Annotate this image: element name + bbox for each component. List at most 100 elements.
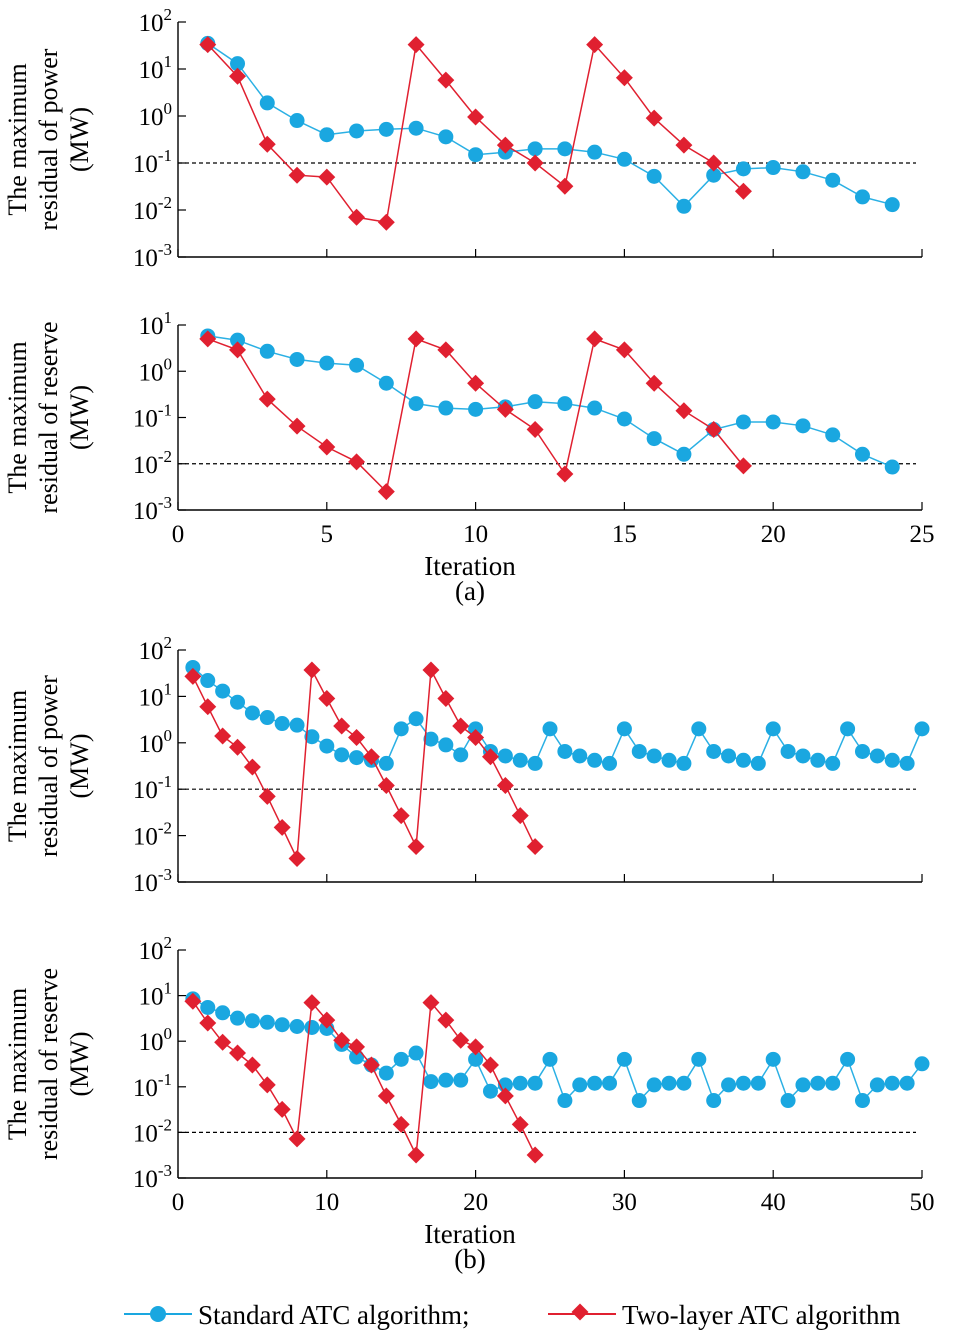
data-point-standard — [795, 1077, 811, 1093]
data-point-standard — [616, 151, 632, 167]
data-point-two-layer — [407, 838, 425, 856]
data-point-standard — [438, 1072, 454, 1088]
x-tick-label: 30 — [612, 1189, 637, 1216]
data-point-standard — [869, 1077, 885, 1093]
data-point-standard — [840, 721, 856, 737]
data-point-standard — [706, 1093, 722, 1109]
y-tick-label: 10-3 — [133, 1161, 172, 1193]
legend-two-marker — [571, 1303, 589, 1321]
data-point-standard — [542, 1051, 558, 1067]
data-point-two-layer — [407, 1146, 425, 1164]
x-tick-label: 10 — [314, 1189, 339, 1216]
series-line-standard — [192, 666, 923, 765]
data-point-two-layer — [362, 1056, 380, 1074]
data-point-standard — [512, 1075, 528, 1091]
y-tick-label: 10-2 — [133, 819, 172, 851]
data-point-standard — [884, 197, 900, 213]
data-point-two-layer — [734, 457, 752, 475]
data-point-standard — [616, 721, 632, 737]
data-point-two-layer — [496, 1087, 514, 1105]
y-tick-label: 101 — [139, 52, 173, 84]
data-point-standard — [616, 1051, 632, 1067]
data-point-standard — [512, 752, 528, 768]
x-tick-label: 0 — [172, 1189, 185, 1216]
data-point-standard — [304, 1019, 320, 1035]
data-point-two-layer — [243, 758, 261, 776]
data-point-standard — [572, 748, 588, 764]
data-point-standard — [587, 144, 603, 160]
data-point-standard — [587, 400, 603, 416]
data-point-standard — [721, 1077, 737, 1093]
data-point-two-layer — [705, 421, 723, 438]
data-point-standard — [423, 1074, 439, 1090]
data-point-two-layer — [467, 374, 485, 392]
data-point-standard — [527, 1075, 543, 1091]
data-point-standard — [542, 721, 558, 737]
data-point-standard — [349, 357, 365, 373]
data-point-standard — [780, 743, 796, 759]
data-point-standard — [572, 1077, 588, 1093]
data-point-standard — [468, 1051, 484, 1067]
chart-panel-2: 10-3 10-2 10-1 100 101 0 5 10 15 20 25 The maximum r… — [3, 308, 935, 606]
chart-panel-3: 10-3 10-2 10-1 100 101 102 The maximum residual… — [3, 633, 930, 897]
legend-two-label: Two-layer ATC algorithm — [622, 1300, 901, 1330]
data-point-two-layer — [303, 994, 321, 1012]
y-axis-label: The maximum — [3, 690, 32, 842]
y-axis-label: residual of power — [34, 48, 63, 230]
y-axis-label: (MW) — [65, 1032, 94, 1097]
y-axis-label: The maximum — [3, 988, 32, 1140]
data-point-standard — [557, 141, 573, 157]
data-point-two-layer — [184, 992, 202, 1010]
y-axis-label: residual of reserve — [34, 968, 63, 1160]
data-point-two-layer — [229, 67, 247, 85]
data-point-standard — [899, 1075, 915, 1091]
y-tick-label: 10-3 — [133, 240, 172, 272]
data-point-two-layer — [348, 208, 366, 226]
data-point-standard — [602, 755, 618, 771]
x-axis-label: Iteration — [424, 551, 516, 581]
y-tick-label: 101 — [139, 979, 173, 1011]
data-point-two-layer — [526, 1146, 544, 1164]
data-point-standard — [676, 198, 692, 214]
y-tick-label: 100 — [139, 354, 173, 386]
y-tick-label: 102 — [139, 933, 173, 965]
x-tick-label: 5 — [321, 521, 334, 548]
data-point-standard — [840, 1051, 856, 1067]
data-point-standard — [468, 147, 484, 163]
data-point-standard — [884, 459, 900, 475]
series-line-two-layer — [207, 42, 744, 224]
data-point-two-layer — [348, 729, 366, 746]
data-point-standard — [825, 1075, 841, 1091]
data-point-standard — [319, 127, 335, 143]
data-point-two-layer — [467, 108, 485, 126]
data-point-two-layer — [214, 727, 232, 745]
data-point-standard — [244, 705, 260, 721]
data-point-standard — [854, 1093, 870, 1109]
data-point-standard — [438, 129, 454, 145]
data-point-standard — [780, 1093, 796, 1109]
data-point-two-layer — [333, 717, 351, 735]
data-point-two-layer — [645, 109, 663, 127]
data-point-two-layer — [586, 330, 604, 348]
data-point-two-layer — [467, 1038, 485, 1056]
data-point-standard — [557, 396, 573, 412]
data-point-two-layer — [452, 1031, 470, 1049]
data-point-standard — [289, 113, 305, 129]
y-tick-label: 10-1 — [133, 1070, 172, 1102]
data-point-two-layer — [452, 717, 470, 735]
data-point-standard — [244, 1013, 260, 1029]
y-axis-label: (MW) — [65, 734, 94, 799]
data-point-standard — [349, 123, 365, 139]
data-point-two-layer — [422, 994, 440, 1012]
y-tick-label: 100 — [139, 99, 173, 131]
data-point-standard — [795, 164, 811, 180]
data-point-standard — [482, 1083, 498, 1099]
data-point-standard — [274, 716, 290, 732]
y-tick-label: 102 — [139, 5, 173, 37]
data-point-standard — [646, 168, 662, 184]
y-tick-label: 10-2 — [133, 1115, 172, 1147]
data-point-standard — [349, 1049, 365, 1065]
data-point-standard — [259, 1014, 275, 1030]
